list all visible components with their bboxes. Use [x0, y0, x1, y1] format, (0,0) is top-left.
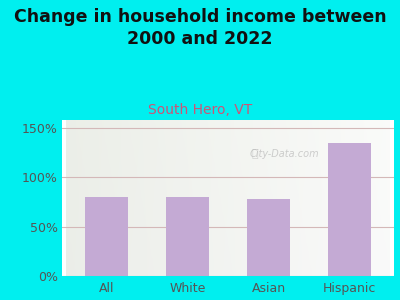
Bar	[86, 197, 128, 276]
Text: Change in household income between
2000 and 2022: Change in household income between 2000 …	[14, 8, 386, 48]
Bar	[328, 143, 370, 276]
Text: City-Data.com: City-Data.com	[250, 149, 319, 159]
Bar	[248, 199, 290, 276]
Bar	[166, 197, 208, 276]
Text: ⓘ: ⓘ	[251, 149, 258, 159]
Text: South Hero, VT: South Hero, VT	[148, 103, 252, 118]
